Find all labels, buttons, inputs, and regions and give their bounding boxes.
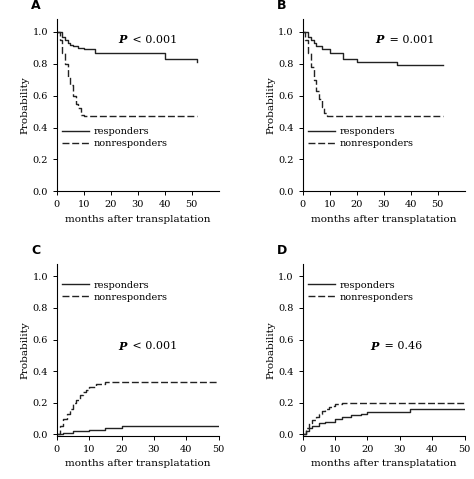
Text: B: B bbox=[277, 0, 286, 12]
Text: P: P bbox=[375, 34, 384, 46]
X-axis label: months after transplatation: months after transplatation bbox=[311, 459, 456, 468]
X-axis label: months after transplatation: months after transplatation bbox=[65, 215, 210, 224]
Text: < 0.001: < 0.001 bbox=[129, 35, 177, 45]
Legend: responders, nonresponders: responders, nonresponders bbox=[308, 281, 414, 301]
Legend: responders, nonresponders: responders, nonresponders bbox=[62, 127, 168, 148]
Y-axis label: Probability: Probability bbox=[266, 321, 275, 379]
Text: P: P bbox=[371, 341, 379, 352]
Legend: responders, nonresponders: responders, nonresponders bbox=[308, 127, 414, 148]
Y-axis label: Probability: Probability bbox=[266, 76, 275, 134]
Text: P: P bbox=[118, 341, 127, 352]
Text: < 0.001: < 0.001 bbox=[129, 342, 177, 351]
Y-axis label: Probability: Probability bbox=[20, 321, 29, 379]
X-axis label: months after transplatation: months after transplatation bbox=[65, 459, 210, 468]
Text: = 0.001: = 0.001 bbox=[386, 35, 435, 45]
Text: D: D bbox=[277, 244, 287, 257]
Text: P: P bbox=[118, 34, 127, 46]
Legend: responders, nonresponders: responders, nonresponders bbox=[62, 281, 168, 301]
Text: A: A bbox=[31, 0, 41, 12]
X-axis label: months after transplatation: months after transplatation bbox=[311, 215, 456, 224]
Text: C: C bbox=[31, 244, 40, 257]
Text: = 0.46: = 0.46 bbox=[381, 342, 422, 351]
Y-axis label: Probability: Probability bbox=[20, 76, 29, 134]
